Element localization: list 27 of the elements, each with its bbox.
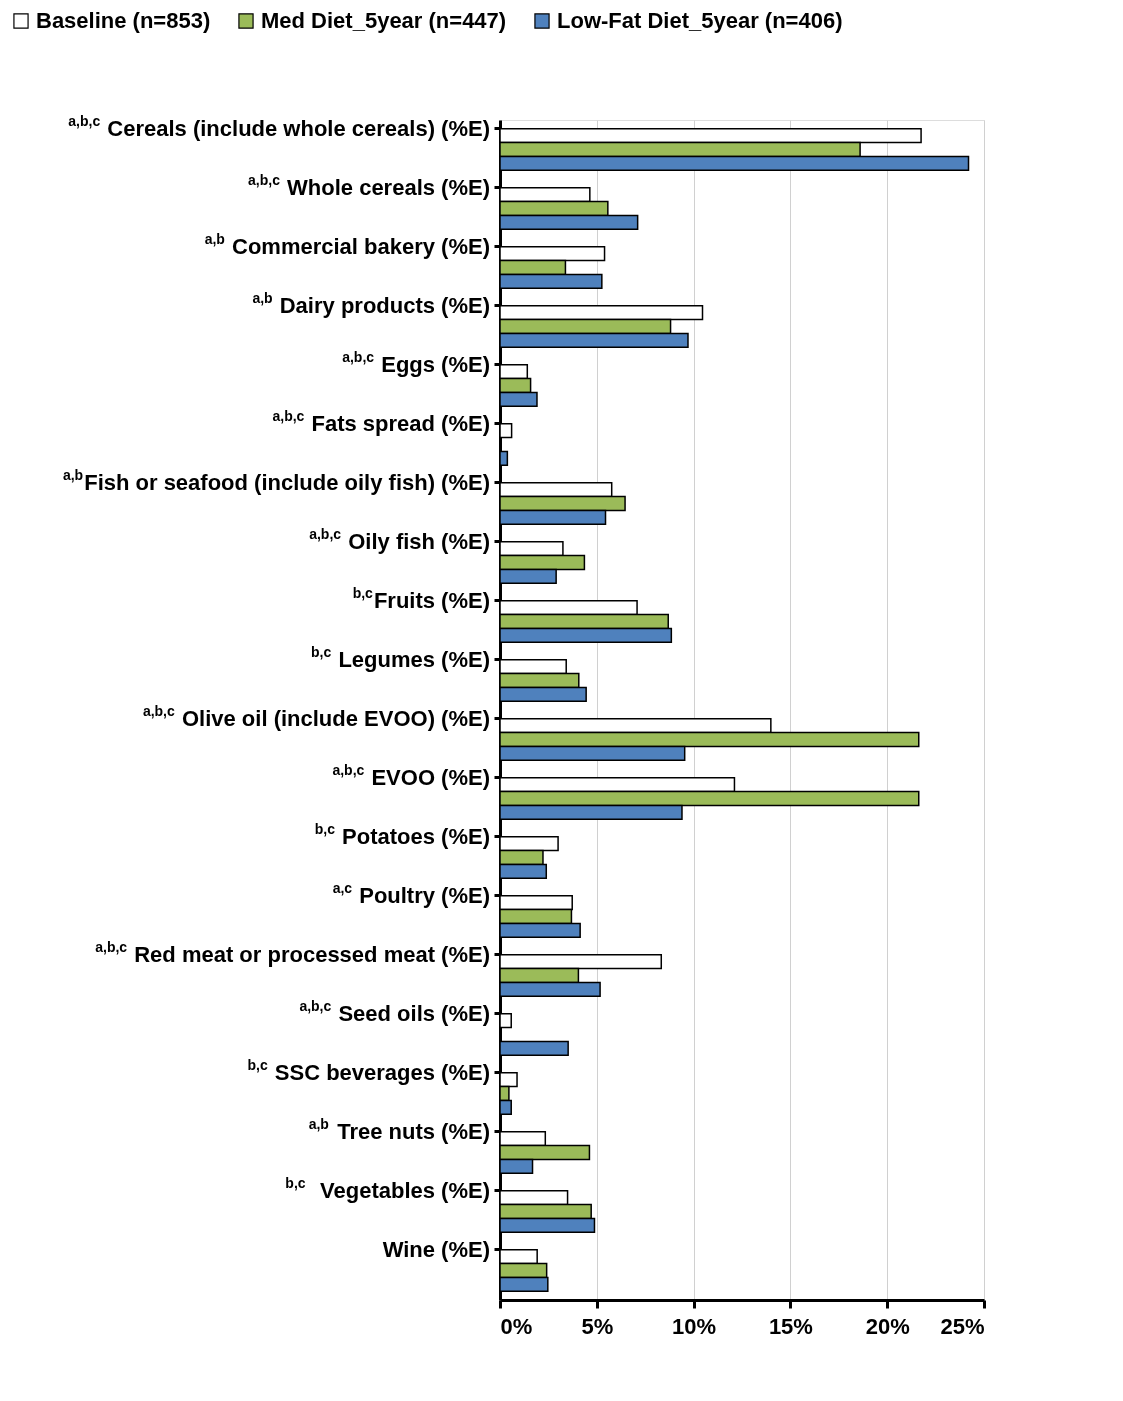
y-tick-label: b,c Legumes (%E) xyxy=(311,643,490,672)
y-tick-label: a,b Commercial bakery (%E) xyxy=(204,230,490,259)
x-tick-label: 10% xyxy=(672,1313,717,1339)
y-tick-label: Wine (%E) xyxy=(382,1236,490,1262)
legend-label: Low-Fat Diet_5year (n=406) xyxy=(557,8,843,33)
y-tick-label: b,c Vegetables (%E) xyxy=(285,1174,490,1203)
x-tick-label: 15% xyxy=(768,1313,813,1339)
y-tick-label: a,b,c EVOO (%E) xyxy=(332,761,490,790)
y-tick-label: a,b,c Whole cereals (%E) xyxy=(248,171,490,200)
y-tick-label: a,b Dairy products (%E) xyxy=(252,289,490,318)
legend-label: Baseline (n=853) xyxy=(36,8,211,33)
y-tick-label: a,b,c Olive oil (include EVOO) (%E) xyxy=(142,702,490,731)
y-tick-label: a,b,c Eggs (%E) xyxy=(342,348,490,377)
y-tick-label: a,c Poultry (%E) xyxy=(332,879,490,908)
x-tick-label: 20% xyxy=(865,1313,910,1339)
y-tick-label: a,b,c Cereals (include whole cereals) (%E) xyxy=(68,112,490,141)
y-tick-label: b,c SSC beverages (%E) xyxy=(247,1056,490,1085)
x-tick-label: 0% xyxy=(500,1313,533,1339)
legend-label: Med Diet_5year (n=447) xyxy=(261,8,507,33)
y-tick-label: a,b,c Fats spread (%E) xyxy=(272,407,490,436)
y-tick-label: a,b,c Red meat or processed meat (%E) xyxy=(95,938,490,967)
y-tick-label: a,b,c Seed oils (%E) xyxy=(299,997,490,1026)
y-tick-label: a,b Tree nuts (%E) xyxy=(308,1115,490,1144)
y-tick-label: b,c Potatoes (%E) xyxy=(314,820,490,849)
x-tick-label: 5% xyxy=(581,1313,614,1339)
x-tick-label: 25% xyxy=(940,1313,985,1339)
y-tick-label: a,b,c Oily fish (%E) xyxy=(309,525,490,554)
